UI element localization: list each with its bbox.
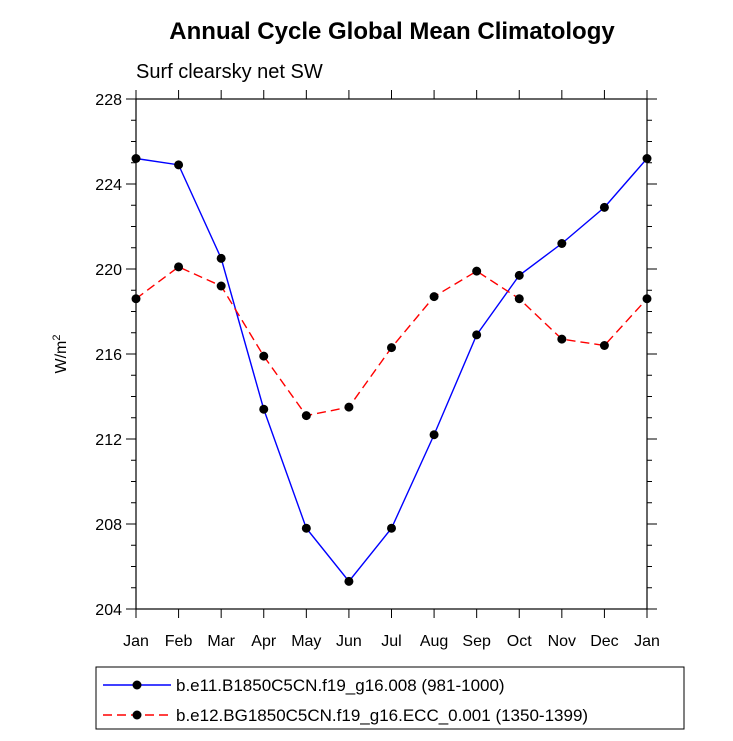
series-1-point — [174, 160, 184, 170]
series-1-point — [599, 202, 609, 212]
series-1-point — [472, 330, 482, 340]
x-tick-label: Mar — [207, 633, 235, 650]
x-tick-label: Sep — [462, 633, 491, 650]
y-tick-labels: 204 208 212 216 220 224 228 — [95, 92, 122, 619]
x-tick-label: Jul — [381, 633, 401, 650]
y-tick-label: 216 — [95, 347, 122, 364]
series-2-point — [514, 294, 524, 304]
series-2-point — [429, 292, 439, 302]
y-axis-label-superscript: 2 — [51, 335, 63, 341]
x-tick-label: Jan — [123, 633, 149, 650]
series-2-point — [301, 411, 311, 421]
series-2-point — [259, 351, 269, 361]
series-line-2 — [135, 266, 648, 417]
axis-ticks — [126, 90, 657, 618]
series-1-point — [429, 430, 439, 440]
x-tick-label: Jun — [336, 633, 362, 650]
y-tick-label: 204 — [95, 602, 122, 619]
x-tick-label: Aug — [420, 633, 448, 650]
y-tick-label: 212 — [95, 432, 122, 449]
y-axis-label-text: W/m — [53, 341, 70, 374]
series-1-point — [259, 404, 269, 414]
x-tick-label: Dec — [590, 633, 618, 650]
legend-marker-1 — [132, 680, 142, 690]
series-1-point — [344, 576, 354, 586]
x-tick-label: May — [291, 633, 321, 650]
legend-marker-2 — [132, 710, 142, 720]
x-tick-label: Nov — [548, 633, 576, 650]
series-line-1 — [135, 157, 648, 583]
legend: b.e11.B1850C5CN.f19_g16.008 (981-1000) b.… — [95, 666, 685, 730]
series-1-point — [301, 523, 311, 533]
series-1-point — [514, 270, 524, 280]
series-2-point — [599, 341, 609, 350]
series-2-point — [387, 343, 396, 353]
y-axis-label: W/m2 — [51, 335, 70, 374]
chart-subtitle: Surf clearsky net SW — [136, 61, 323, 83]
svg-text:W/m2: W/m2 — [51, 335, 70, 374]
series-points — [131, 154, 652, 586]
x-tick-label: Jan — [634, 633, 660, 650]
chart-title: Annual Cycle Global Mean Climatology — [169, 18, 615, 45]
y-tick-label: 228 — [95, 92, 122, 109]
series-1-point — [387, 523, 396, 533]
x-tick-label: Oct — [507, 633, 532, 650]
y-tick-label: 220 — [95, 262, 122, 279]
series-1-point — [557, 239, 567, 248]
series-2-point — [174, 262, 184, 272]
plot-frame — [135, 98, 648, 610]
x-tick-labels: Jan Feb Mar Apr May Jun Jul Aug Sep Oct Nov Dec Jan — [123, 633, 660, 650]
series-lines — [135, 157, 648, 583]
x-tick-label: Feb — [165, 633, 193, 650]
legend-label-2: b.e12.BG1850C5CN.f19_g16.ECC_0.001 (1350… — [176, 706, 588, 725]
series-1-point — [216, 253, 226, 263]
legend-label-1: b.e11.B1850C5CN.f19_g16.008 (981-1000) — [176, 676, 505, 695]
legend-box — [95, 666, 685, 730]
series-2-point — [472, 266, 482, 276]
series-2-point — [216, 281, 226, 291]
x-tick-label: Apr — [251, 633, 277, 650]
series-2-point — [557, 334, 567, 344]
y-tick-label: 224 — [95, 177, 122, 194]
series-2-point — [344, 402, 354, 412]
y-tick-label: 208 — [95, 517, 122, 534]
